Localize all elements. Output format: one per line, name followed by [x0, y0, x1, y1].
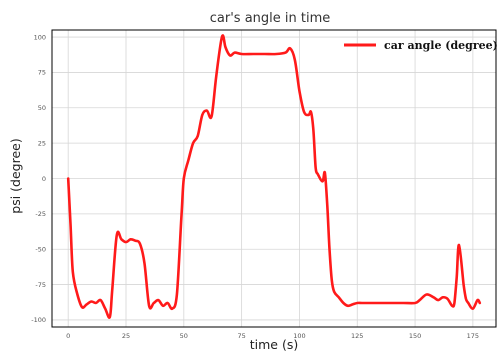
x-tick-labels: 0 25 50 75 100 125 150 175 — [66, 332, 479, 340]
x-tick-label: 125 — [351, 332, 363, 340]
y-tick-label: -25 — [35, 210, 46, 218]
y-tick-label: 0 — [42, 175, 46, 183]
chart-title: car's angle in time — [210, 11, 331, 26]
y-axis-label: psi (degree) — [8, 138, 23, 213]
x-tick-label: 175 — [467, 332, 479, 340]
y-tick-label: -50 — [35, 246, 46, 254]
grid-layer — [52, 30, 496, 327]
legend: car angle (degree) — [344, 39, 498, 52]
y-tick-label: -75 — [35, 281, 46, 289]
y-tick-label: 100 — [34, 33, 46, 41]
x-tick-label: 25 — [122, 332, 130, 340]
series-layer — [66, 34, 482, 319]
x-tick-label: 50 — [180, 332, 188, 340]
y-tick-label: 75 — [38, 69, 46, 77]
y-tick-label: 25 — [38, 139, 46, 147]
y-tick-label: 50 — [38, 104, 46, 112]
plot-frame — [51, 29, 497, 328]
series-line-car-angle — [66, 34, 482, 319]
x-axis-label: time (s) — [250, 337, 298, 352]
x-tick-label: 0 — [66, 332, 70, 340]
y-tick-labels: 100 75 50 25 0 -25 -50 -75 -100 — [31, 33, 46, 324]
x-tick-label: 100 — [293, 332, 305, 340]
y-tick-label: -100 — [31, 316, 46, 324]
x-tick-label: 75 — [237, 332, 245, 340]
legend-label-car-angle: car angle (degree) — [384, 39, 498, 52]
x-tick-label: 150 — [409, 332, 421, 340]
